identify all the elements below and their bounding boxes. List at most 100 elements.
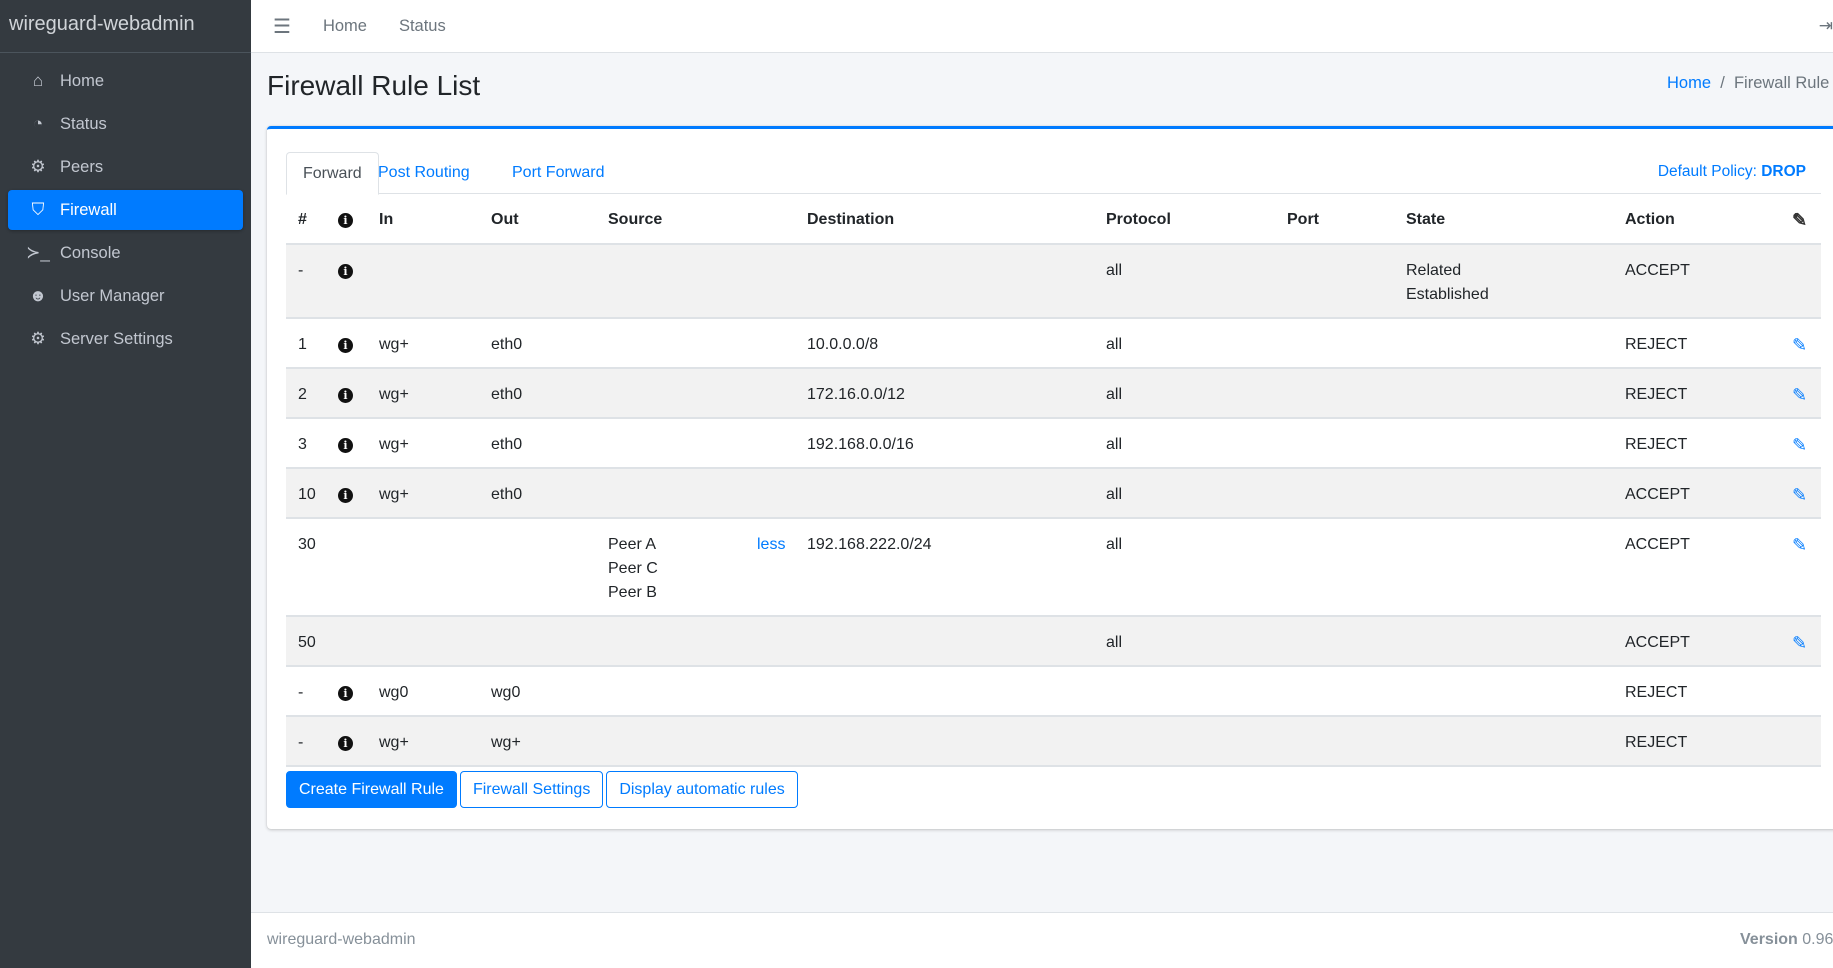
edit-icon[interactable]: ✎: [1792, 535, 1808, 555]
out-interface: eth0: [491, 336, 523, 353]
sidebar-item-label: Peers: [60, 157, 104, 176]
table-row: 3 i wg+ eth0 192.168.0.0/16 all REJECT ✎: [286, 419, 1821, 469]
state-list: Related Established: [1406, 259, 1489, 307]
table-header: # i In Out Source Destination Protocol Port Stat…: [286, 194, 1821, 245]
default-policy-value: DROP: [1761, 163, 1806, 180]
protocol: all: [1106, 386, 1123, 403]
info-icon[interactable]: i: [338, 333, 353, 357]
edit-icon[interactable]: ✎: [1792, 485, 1808, 505]
edit-icon[interactable]: ✎: [1792, 435, 1808, 455]
topbar-link-home[interactable]: Home: [322, 16, 367, 35]
menu-toggle-icon[interactable]: ☰: [273, 15, 291, 38]
rule-number: 10: [298, 486, 316, 503]
sidebar-item-server-settings[interactable]: ⚙ Server Settings: [8, 319, 243, 359]
rule-number: 2: [298, 386, 307, 403]
edit-icon[interactable]: ✎: [1792, 385, 1808, 405]
sidebar-item-console[interactable]: ≻_ Console: [8, 233, 243, 273]
logout-icon[interactable]: ⇥: [1818, 16, 1833, 35]
sidebar-item-user-manager[interactable]: ☻ User Manager: [8, 276, 243, 316]
state-item: Established: [1406, 286, 1489, 303]
rule-number: 50: [298, 634, 316, 651]
sidebar-item-status[interactable]: ◔ Status: [8, 104, 243, 144]
display-automatic-rules-button[interactable]: Display automatic rules: [606, 771, 798, 808]
info-icon[interactable]: i: [338, 383, 353, 407]
info-icon[interactable]: i: [338, 259, 353, 283]
breadcrumb-separator: /: [1715, 74, 1734, 92]
firewall-rule-table: # i In Out Source Destination Protocol Port Stat…: [286, 194, 1821, 767]
sidebar-item-home[interactable]: ⌂ Home: [8, 61, 243, 101]
action: ACCEPT: [1625, 486, 1690, 503]
tab-post-routing[interactable]: Post Routing: [378, 164, 470, 181]
in-interface: wg+: [379, 436, 409, 453]
out-interface: eth0: [491, 436, 523, 453]
version-value: 0.960: [1802, 931, 1833, 948]
header-number: #: [298, 211, 307, 228]
action: ACCEPT: [1625, 262, 1690, 279]
rule-number: 30: [298, 536, 316, 553]
state-item: Related: [1406, 262, 1462, 279]
edit-icon[interactable]: ✎: [1792, 335, 1808, 355]
info-icon[interactable]: i: [338, 731, 353, 755]
create-firewall-rule-button[interactable]: Create Firewall Rule: [286, 771, 457, 808]
info-header-icon: i: [338, 208, 353, 232]
in-interface: wg+: [379, 386, 409, 403]
out-interface: eth0: [491, 386, 523, 403]
gauge-icon: ◔: [32, 114, 44, 133]
rule-number: -: [298, 262, 304, 279]
home-icon: ⌂: [32, 71, 44, 90]
info-icon[interactable]: i: [338, 433, 353, 457]
action: REJECT: [1625, 336, 1688, 353]
rule-number: -: [298, 684, 304, 701]
edit-icon[interactable]: ✎: [1792, 633, 1808, 653]
table-row: 10 i wg+ eth0 all ACCEPT ✎: [286, 469, 1821, 519]
topbar-link-status[interactable]: Status: [398, 16, 446, 35]
footer-brand: wireguard-webadmin: [267, 931, 416, 948]
header-in: In: [379, 211, 394, 228]
table-row: 2 i wg+ eth0 172.16.0.0/12 all REJECT ✎: [286, 369, 1821, 419]
destination: 172.16.0.0/12: [807, 386, 905, 403]
page-title: Firewall Rule List: [267, 70, 481, 101]
sidebar-item-firewall[interactable]: ⛉ Firewall: [8, 190, 243, 230]
tab-forward[interactable]: Forward: [286, 152, 379, 195]
destination: 192.168.222.0/24: [807, 536, 932, 553]
default-policy[interactable]: Default Policy: DROP: [1658, 163, 1806, 181]
header-port: Port: [1287, 211, 1319, 228]
protocol: all: [1106, 436, 1123, 453]
cogs-icon: ⚙: [30, 329, 46, 348]
header-state: State: [1406, 211, 1446, 228]
action: REJECT: [1625, 386, 1688, 403]
sidebar-item-label: Home: [60, 71, 105, 90]
info-icon[interactable]: i: [338, 483, 353, 507]
out-interface: wg0: [491, 684, 521, 701]
table-row: 30 Peer A Peer C Peer B less 192.168.222.0/24…: [286, 519, 1821, 617]
out-interface: eth0: [491, 486, 523, 503]
out-interface: wg+: [491, 734, 521, 751]
edit-all-icon[interactable]: ✎: [1792, 210, 1808, 230]
protocol: all: [1106, 536, 1123, 553]
sidebar-item-label: Firewall: [60, 200, 117, 219]
firewall-settings-button[interactable]: Firewall Settings: [459, 771, 604, 808]
source-less-link[interactable]: less: [757, 536, 786, 553]
breadcrumb-home[interactable]: Home: [1667, 74, 1712, 92]
rule-number: -: [298, 734, 304, 751]
tab-port-forward[interactable]: Port Forward: [512, 164, 605, 181]
info-icon[interactable]: i: [338, 681, 353, 705]
sidebar-item-label: Server Settings: [60, 329, 173, 348]
protocol: all: [1106, 486, 1123, 503]
source-item: Peer B: [608, 584, 657, 601]
users-cog-icon: ⚙: [30, 157, 46, 176]
brand-link[interactable]: wireguard-webadmin: [0, 0, 251, 53]
firewall-card: Forward Post Routing Port Forward Defaul…: [267, 126, 1833, 829]
header-source: Source: [608, 211, 663, 228]
action: REJECT: [1625, 436, 1688, 453]
protocol: all: [1106, 262, 1123, 279]
action: REJECT: [1625, 734, 1688, 751]
destination: 10.0.0.0/8: [807, 336, 879, 353]
sidebar-item-peers[interactable]: ⚙ Peers: [8, 147, 243, 187]
table-row: 1 i wg+ eth0 10.0.0.0/8 all REJECT ✎: [286, 319, 1821, 369]
header-action: Action: [1625, 211, 1675, 228]
top-navbar: ☰ Home Status ⇥: [251, 0, 1833, 53]
sidebar-item-label: Status: [60, 114, 107, 133]
protocol: all: [1106, 634, 1123, 651]
breadcrumb: Home / Firewall Rule List: [1667, 74, 1833, 93]
